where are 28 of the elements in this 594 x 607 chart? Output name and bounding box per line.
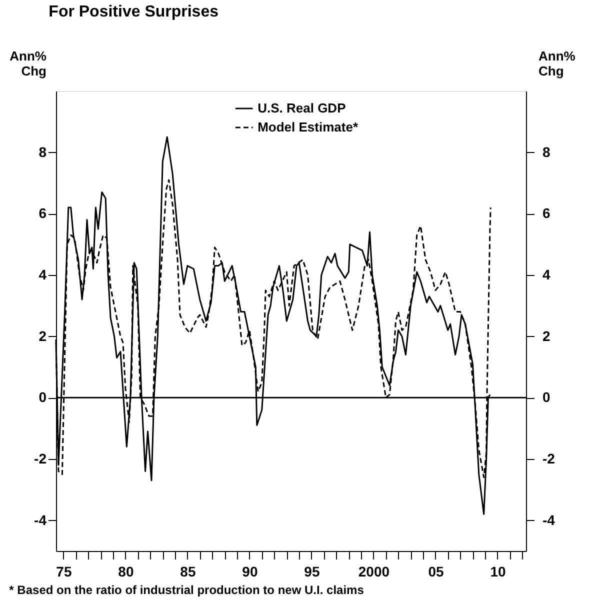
legend-label: Model Estimate* — [258, 120, 359, 134]
y-tick-label: 6 — [38, 205, 47, 222]
x-tick-label: 75 — [56, 564, 72, 580]
legend-label: U.S. Real GDP — [258, 100, 346, 116]
x-tick-label: 95 — [304, 564, 320, 580]
chart-title: For Positive Surprises — [48, 4, 219, 20]
text: * Based on the ratio of industrial production to new U.I. claims — [9, 583, 364, 597]
y-tick-label: 8 — [38, 144, 47, 160]
y2-tick-label: 4 — [542, 266, 550, 282]
y-tick-label: 0 — [38, 389, 47, 406]
y-axis-title: Ann% Chg — [10, 48, 47, 78]
x-tick-label: 85 — [180, 564, 196, 580]
x-tick-label: 10 — [490, 564, 506, 580]
y2-tick-label: -2 — [542, 450, 556, 466]
y2-tick-label: 6 — [542, 205, 550, 222]
x-tick-label: 80 — [118, 564, 134, 580]
y2-tick-label: 0 — [542, 389, 550, 406]
x-tick-label: 2000 — [358, 564, 390, 580]
y2-tick-label: -4 — [542, 512, 556, 528]
x-tick-label: 90 — [242, 564, 258, 580]
y-tick-label: 2 — [38, 328, 47, 344]
x-tick-label: 05 — [428, 564, 444, 580]
y2-tick-label: 2 — [542, 328, 550, 344]
y-tick-label: -2 — [34, 450, 47, 466]
y-tick-label: -4 — [34, 512, 47, 528]
y2-tick-label: 8 — [542, 144, 550, 160]
y-tick-label: 4 — [38, 266, 47, 282]
y2-axis-title: Ann% Chg — [538, 48, 576, 78]
